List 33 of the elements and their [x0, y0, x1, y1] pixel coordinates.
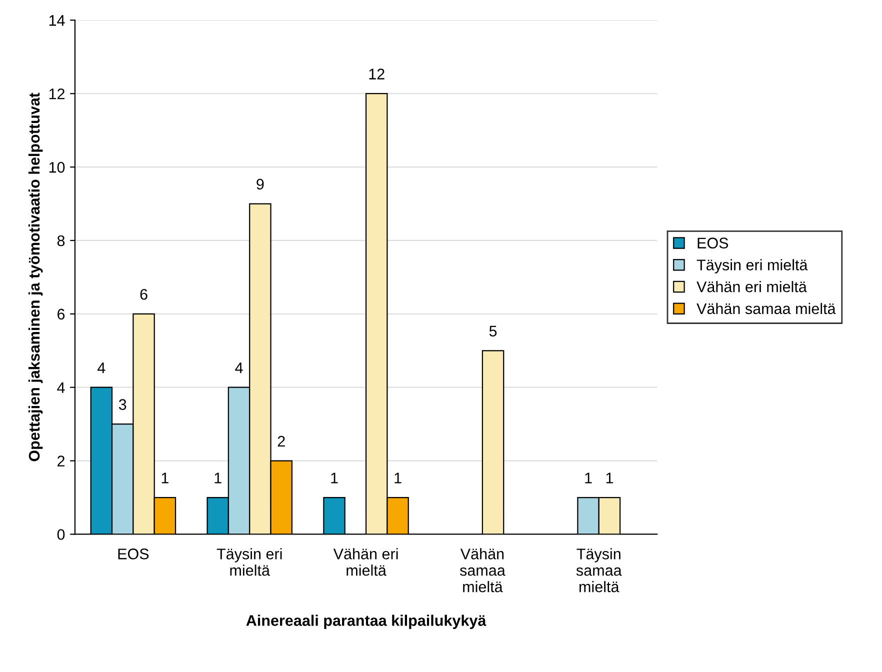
y-tick-label: 0 — [57, 529, 65, 540]
x-tick-label: Vähän eri mieltä — [333, 548, 398, 576]
y-tick-label: 14 — [49, 15, 65, 26]
data-label: 1 — [331, 472, 338, 484]
y-tick-label: 6 — [58, 308, 65, 320]
y-tick-label: 4 — [57, 382, 65, 393]
data-label: 4 — [98, 362, 106, 374]
data-label: 1 — [606, 472, 613, 484]
x-tick-label: Vähän samaa mieltä — [460, 548, 506, 592]
legend-label: Vähän eri mieltä — [696, 281, 807, 292]
x-tick-label: EOS — [118, 548, 149, 560]
y-axis-title: Opettajien jaksaminen ja työmotivaatio helpottuvat — [28, 92, 43, 462]
data-label: 12 — [369, 68, 384, 80]
x-tick-label: Täysin samaa mieltä — [576, 548, 622, 592]
data-label: 3 — [118, 399, 126, 410]
data-label: 9 — [256, 178, 264, 190]
y-tick-label: 2 — [58, 456, 64, 466]
data-label: 6 — [140, 288, 148, 300]
data-label: 1 — [585, 472, 592, 484]
data-label: 1 — [214, 472, 222, 484]
legend-label: Täysin eri mieltä — [696, 259, 808, 274]
data-label: 1 — [162, 472, 168, 484]
data-label: 5 — [489, 326, 497, 337]
data-label: 4 — [235, 362, 243, 374]
y-tick-label: 8 — [57, 235, 65, 246]
x-tick-label: Täysin eri mieltä — [216, 548, 282, 576]
legend-label: EOS — [698, 238, 728, 248]
legend-label: Vähän samaa mieltä — [696, 302, 836, 314]
data-label: 2 — [278, 436, 285, 447]
y-tick-label: 10 — [49, 162, 65, 173]
data-label: 1 — [394, 472, 402, 484]
y-tick-label: 12 — [49, 88, 64, 100]
x-axis-title: Ainereaali parantaa kilpailukykyä — [246, 614, 486, 629]
